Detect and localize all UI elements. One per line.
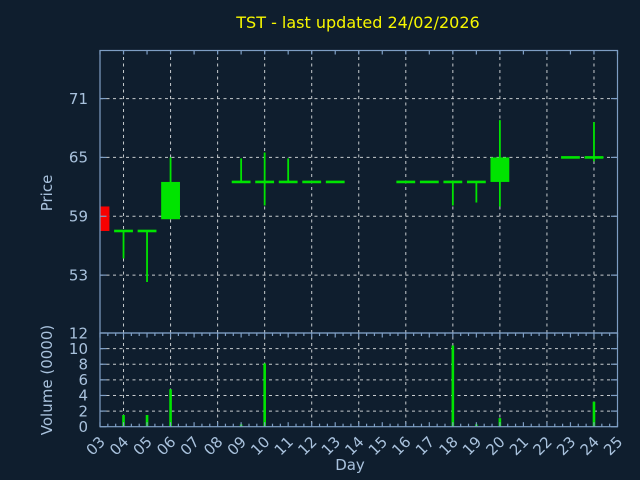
x-tick-label-10: 10 xyxy=(247,433,273,459)
x-tick-label-20: 20 xyxy=(482,433,508,459)
candlesticks xyxy=(100,120,604,282)
candle-day-19 xyxy=(466,180,486,203)
x-tick-label-18: 18 xyxy=(435,433,461,459)
candle-day-16 xyxy=(396,180,416,184)
x-tick-label-15: 15 xyxy=(365,433,391,459)
x-tick-label-16: 16 xyxy=(388,433,414,459)
svg-text:53: 53 xyxy=(69,266,88,284)
x-tick-label-25: 25 xyxy=(600,433,626,459)
candle-day-04 xyxy=(114,229,133,259)
volume-bar-day-04 xyxy=(122,414,125,427)
x-tick-label-14: 14 xyxy=(341,433,367,459)
volume-bar-day-06 xyxy=(169,389,172,427)
x-tick-label-03: 03 xyxy=(83,433,109,459)
candle-day-24 xyxy=(584,122,604,162)
x-axis-label: Day xyxy=(335,456,365,474)
candle-day-18 xyxy=(443,180,463,206)
x-tick-label-19: 19 xyxy=(459,433,485,459)
candle-day-10 xyxy=(255,152,275,206)
tick-marks xyxy=(99,50,619,428)
x-tick-label-04: 04 xyxy=(106,433,132,459)
x-tick-label-13: 13 xyxy=(318,433,344,459)
volume-bar-day-10 xyxy=(263,363,266,427)
x-tick-label-06: 06 xyxy=(153,433,179,459)
x-tick-label-21: 21 xyxy=(506,433,532,459)
x-tick-label-22: 22 xyxy=(530,433,556,459)
tick-labels: 5359657102468101203040506070809101112131… xyxy=(69,90,626,459)
volume-bar-day-24 xyxy=(592,401,596,427)
candle-day-06 xyxy=(161,157,180,220)
x-tick-label-07: 07 xyxy=(177,433,203,459)
x-tick-label-23: 23 xyxy=(553,433,579,459)
candle-day-20 xyxy=(490,120,510,207)
candle-day-05 xyxy=(137,229,157,282)
candle-day-12 xyxy=(302,180,322,184)
svg-text:0: 0 xyxy=(78,418,88,436)
svg-text:10: 10 xyxy=(69,340,88,358)
x-tick-label-09: 09 xyxy=(224,433,250,459)
svg-text:59: 59 xyxy=(69,208,88,226)
candle-day-23 xyxy=(561,156,580,159)
svg-text:12: 12 xyxy=(69,324,88,342)
svg-text:6: 6 xyxy=(78,371,88,389)
x-tick-label-24: 24 xyxy=(577,433,603,459)
x-tick-label-12: 12 xyxy=(294,433,320,459)
candle-day-13 xyxy=(325,180,345,184)
candle-day-09 xyxy=(231,158,251,184)
candle-day-11 xyxy=(278,158,298,184)
chart-title: TST - last updated 24/02/2026 xyxy=(236,13,480,32)
x-tick-label-11: 11 xyxy=(271,433,297,459)
candle-day-17 xyxy=(419,180,439,184)
gridlines xyxy=(100,50,618,427)
svg-text:8: 8 xyxy=(78,355,88,373)
volume-bar-day-18 xyxy=(451,345,455,427)
svg-text:65: 65 xyxy=(69,149,88,167)
volume-bar-day-05 xyxy=(145,414,149,427)
svg-text:4: 4 xyxy=(78,387,88,405)
svg-text:71: 71 xyxy=(69,90,88,108)
x-tick-label-17: 17 xyxy=(412,433,438,459)
candle-day-03 xyxy=(100,206,110,231)
x-tick-label-08: 08 xyxy=(200,433,226,459)
svg-text:2: 2 xyxy=(78,402,88,420)
x-tick-label-05: 05 xyxy=(130,433,156,459)
